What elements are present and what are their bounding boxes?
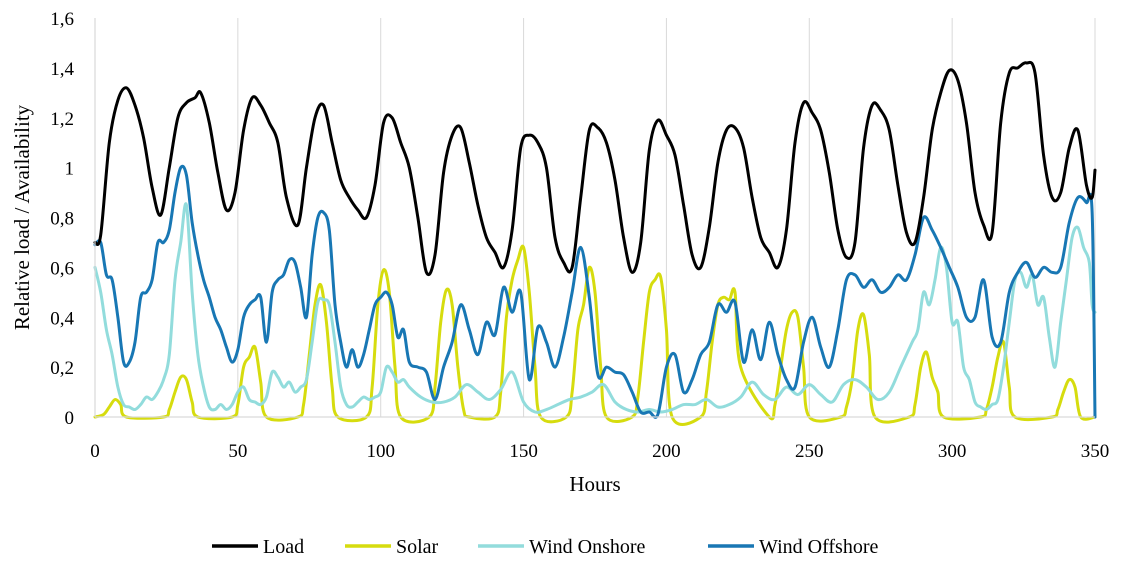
legend-label-wind-onshore: Wind Onshore [529, 536, 646, 558]
y-tick-label: 1 [65, 159, 75, 180]
y-tick-label: 0,6 [50, 258, 74, 279]
legend-label-solar: Solar [396, 536, 439, 558]
series-line-load [93, 60, 1097, 277]
legend-label-wind-offshore: Wind Offshore [759, 536, 878, 558]
legend-label-load: Load [263, 536, 304, 558]
x-tick-label: 150 [509, 441, 538, 462]
x-tick-label: 250 [795, 441, 824, 462]
tick-labels: 0 0,2 0,4 0,6 0,8 1 1,2 1,4 1,6 0 50 100 150 200 250 30… [50, 9, 1109, 462]
gridlines [237, 18, 1096, 417]
series-lines [93, 60, 1097, 426]
series-line-wind-offshore [93, 164, 1097, 419]
series-line-solar [93, 244, 1097, 426]
x-tick-label: 350 [1081, 441, 1110, 462]
x-tick-label: 100 [366, 441, 395, 462]
x-tick-label: 50 [228, 441, 247, 462]
x-tick-label: 0 [90, 441, 100, 462]
x-tick-label: 200 [652, 441, 681, 462]
series-line-wind-onshore [93, 202, 1097, 414]
y-tick-label: 0,2 [50, 358, 74, 379]
y-tick-label: 1,4 [50, 59, 74, 80]
x-tick-label: 300 [938, 441, 967, 462]
y-tick-label: 0,8 [50, 209, 74, 230]
x-axis-title: Hours [569, 472, 620, 496]
y-tick-label: 1,2 [50, 109, 74, 130]
y-axis-title: Relative load / Availability [10, 104, 34, 330]
axes [94, 18, 1095, 418]
legend: Load Solar Wind Onshore Wind Offshore [212, 536, 878, 558]
y-tick-label: 1,6 [50, 9, 74, 30]
y-tick-label: 0,4 [50, 308, 74, 329]
y-tick-label: 0 [65, 408, 75, 429]
